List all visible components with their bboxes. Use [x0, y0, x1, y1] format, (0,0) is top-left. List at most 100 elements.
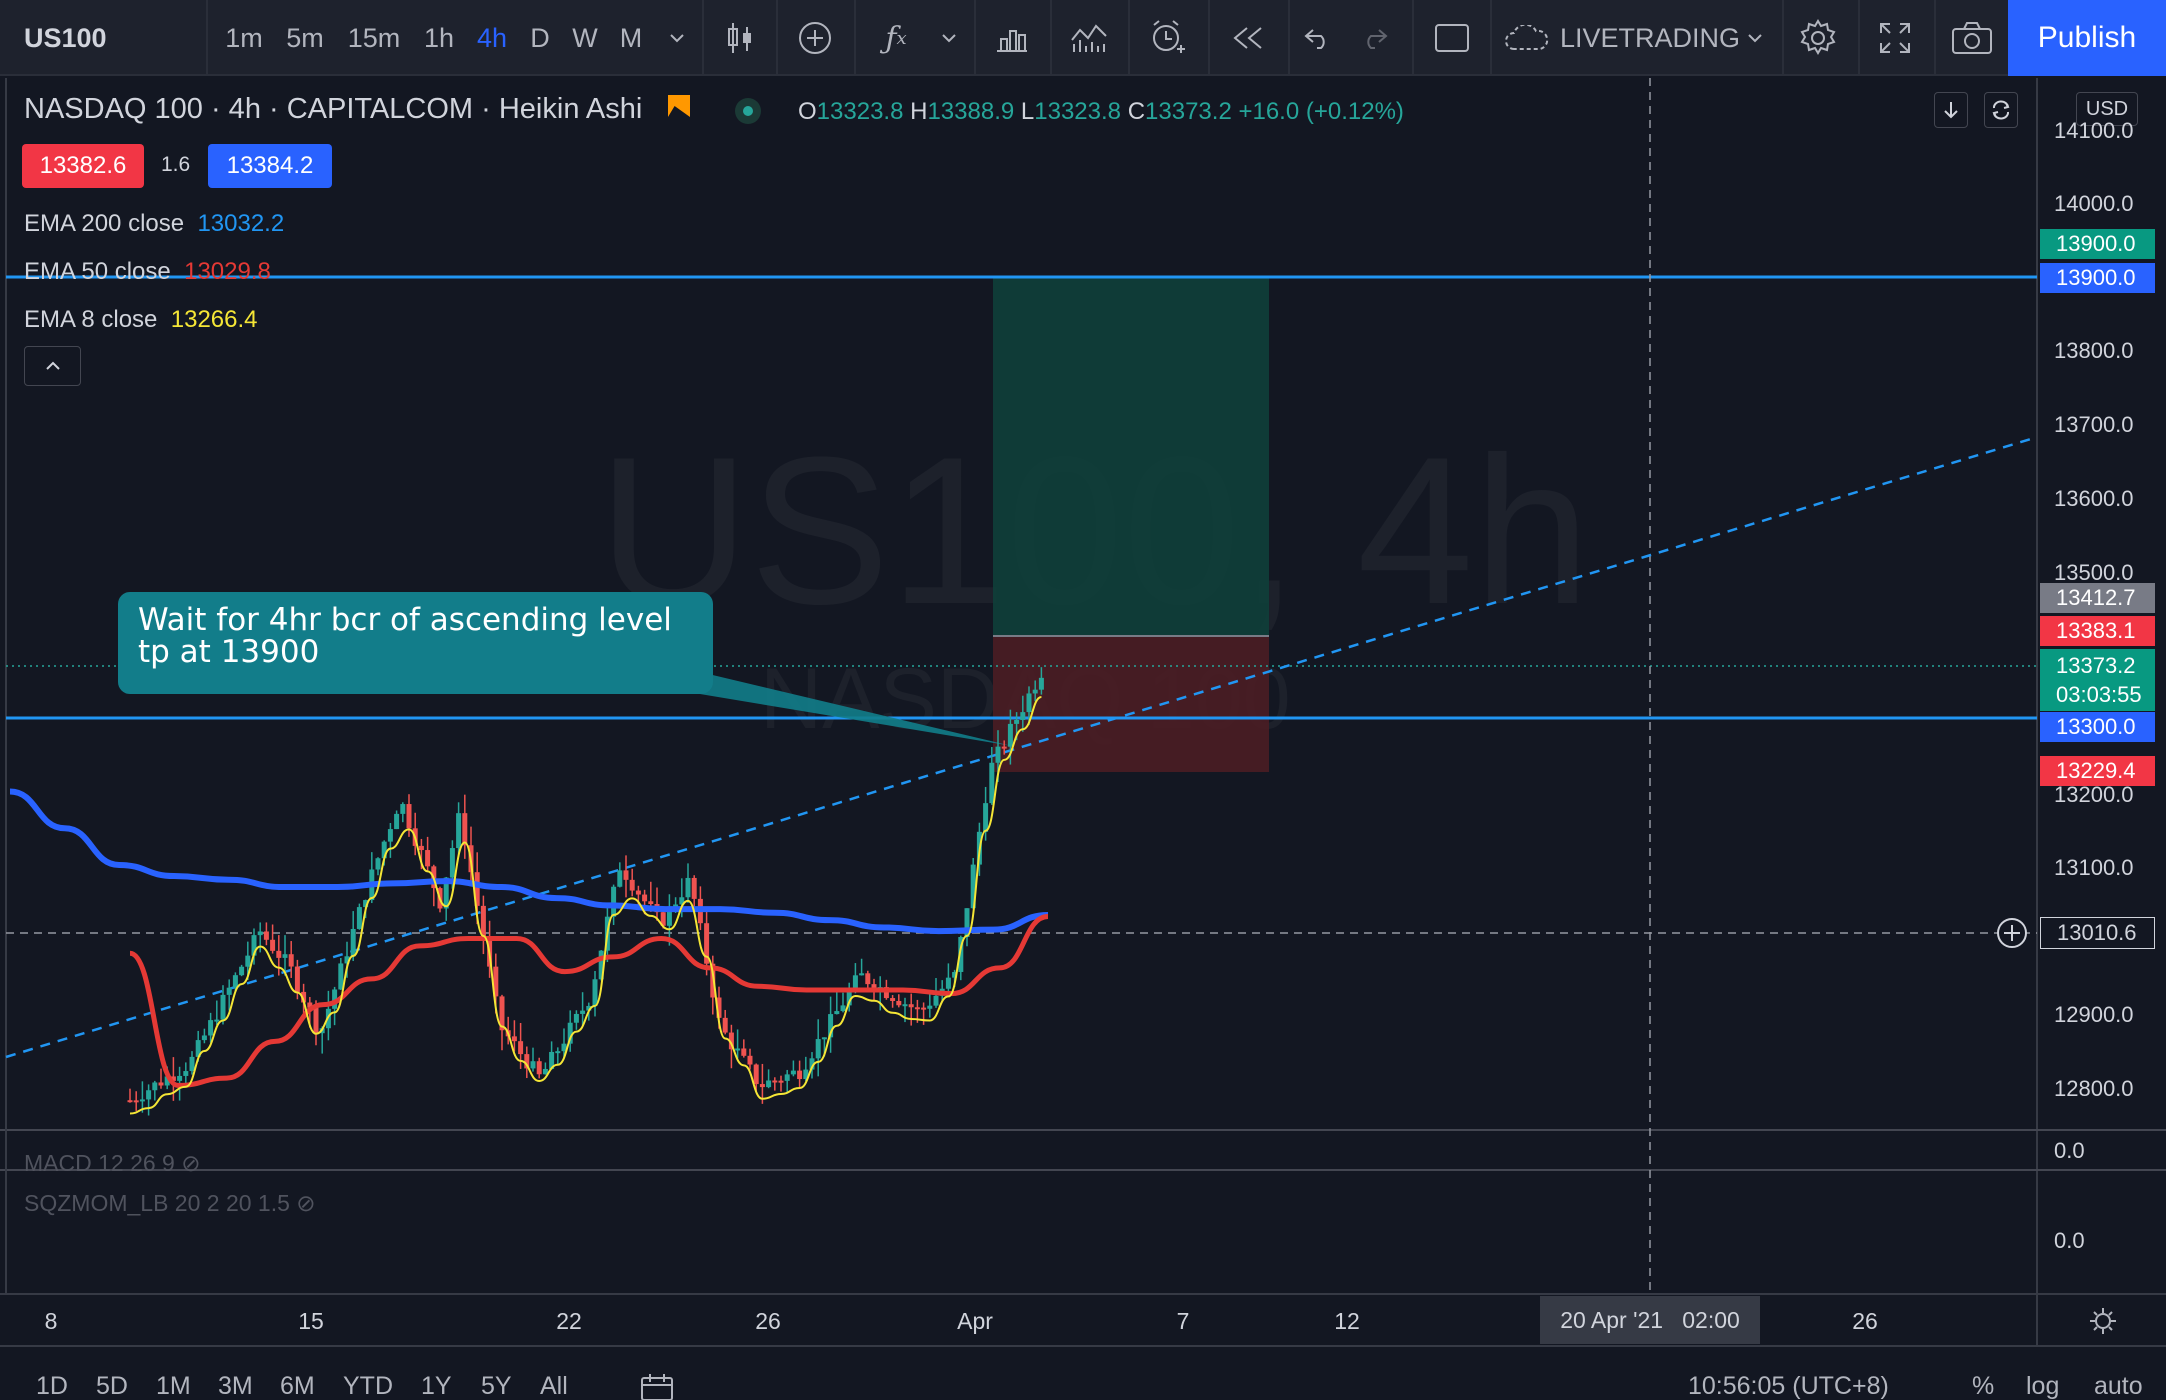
toolbar-divider — [1412, 0, 1414, 76]
position-target-zone[interactable] — [993, 278, 1269, 636]
crosshair-add-icon[interactable] — [1997, 918, 2027, 948]
replay-icon[interactable] — [1222, 0, 1274, 76]
hidden-eye-icon[interactable]: ⊘ — [181, 1150, 201, 1172]
indicator-ema-50[interactable]: EMA 50 close 13029.8 — [24, 258, 271, 285]
candle-body — [350, 928, 356, 957]
pane-sqzmom-label[interactable]: SQZMOM_LB 20 2 20 1.5 ⊘ — [24, 1190, 316, 1216]
add-indicator-icon[interactable] — [790, 0, 840, 76]
currency-label[interactable]: USD — [2076, 92, 2138, 126]
gear-icon[interactable] — [1792, 0, 1844, 76]
timeframe-4h[interactable]: 4h — [476, 22, 508, 53]
toolbar-divider — [702, 0, 704, 76]
compare-icon[interactable] — [1064, 0, 1114, 76]
timeframe-15m[interactable]: 15m — [347, 22, 401, 53]
settings-sun-icon[interactable] — [2088, 1306, 2118, 1336]
range-5y[interactable]: 5Y — [481, 1372, 512, 1400]
candle-body — [307, 1002, 313, 1008]
candle-body — [263, 931, 269, 940]
candle-body — [164, 1076, 170, 1086]
candle-body — [611, 886, 617, 917]
position-stop-zone[interactable] — [993, 636, 1269, 772]
pane-axis-label: 0.0 — [2054, 1228, 2085, 1253]
candle-body — [518, 1041, 524, 1055]
range-ytd[interactable]: YTD — [343, 1372, 393, 1400]
candle-body — [530, 1061, 536, 1069]
sell-price-button[interactable]: 13382.6 — [22, 144, 144, 188]
timeframe-m[interactable]: M — [619, 22, 643, 53]
cloud-icon[interactable] — [1502, 0, 1554, 76]
chevron-down-icon[interactable] — [936, 0, 962, 76]
candle-body — [567, 1022, 573, 1044]
range-5d[interactable]: 5D — [96, 1372, 128, 1400]
ascending-trendline[interactable] — [5, 436, 2035, 1059]
candle-body — [921, 1007, 927, 1010]
candle-body — [840, 1005, 846, 1012]
financials-icon[interactable] — [988, 0, 1036, 76]
camera-icon[interactable] — [1946, 0, 1998, 76]
ema-50-line[interactable] — [129, 913, 1049, 1088]
main-chart[interactable] — [0, 78, 2166, 1400]
layout-icon[interactable] — [1428, 0, 1476, 76]
reset-chart-button[interactable] — [1984, 92, 2018, 128]
scroll-to-latest-button[interactable] — [1934, 92, 1968, 128]
timeframe-w[interactable]: W — [572, 22, 598, 53]
alert-icon[interactable] — [1142, 0, 1194, 76]
redo-icon[interactable] — [1354, 0, 1394, 76]
auto-scale-toggle[interactable]: auto — [2094, 1372, 2143, 1400]
hidden-eye-icon[interactable]: ⊘ — [296, 1190, 316, 1216]
range-1y[interactable]: 1Y — [421, 1372, 452, 1400]
chevron-down-icon[interactable] — [664, 0, 690, 76]
candle-body — [592, 979, 598, 1006]
candle-body — [313, 1007, 319, 1034]
undo-icon[interactable] — [1298, 0, 1338, 76]
candle-body — [952, 971, 958, 978]
range-3m[interactable]: 3M — [218, 1372, 253, 1400]
candle-body — [1001, 746, 1007, 749]
candle-body — [989, 762, 995, 804]
chevron-down-icon[interactable] — [1742, 0, 1768, 76]
ema-200-line[interactable] — [9, 788, 1049, 935]
spread-value: 1.6 — [161, 153, 191, 176]
indicator-ema-8[interactable]: EMA 8 close 13266.4 — [24, 306, 258, 333]
calendar-icon[interactable] — [640, 1372, 674, 1400]
timeframe-5m[interactable]: 5m — [286, 22, 324, 53]
chart-title[interactable]: NASDAQ 100 · 4h · CAPITALCOM · Heikin As… — [24, 93, 643, 125]
candle-body — [797, 1070, 803, 1080]
candle-body — [493, 966, 499, 997]
range-1m[interactable]: 1M — [156, 1372, 191, 1400]
fullscreen-icon[interactable] — [1870, 0, 1920, 76]
clock-display[interactable]: 10:56:05 (UTC+8) — [1688, 1372, 1889, 1400]
candle-body — [332, 989, 338, 1009]
pane-macd-label[interactable]: MACD 12 26 9 ⊘ — [24, 1150, 201, 1172]
ema-8-line[interactable] — [129, 695, 1042, 1115]
toolbar-divider — [1934, 0, 1936, 76]
timeframe-1m[interactable]: 1m — [225, 22, 263, 53]
timeframe-d[interactable]: D — [530, 22, 550, 53]
symbol-search[interactable]: US100 — [24, 22, 107, 53]
log-scale-toggle[interactable]: log — [2026, 1372, 2060, 1400]
publish-button[interactable]: Publish — [2008, 0, 2166, 76]
range-all[interactable]: All — [540, 1372, 568, 1400]
percent-scale-toggle[interactable]: % — [1972, 1372, 1995, 1400]
crosshair-time-label: 20 Apr '21 02:00 — [1540, 1296, 1760, 1344]
collapse-legend-button[interactable] — [24, 346, 81, 386]
buy-price-button[interactable]: 13384.2 — [208, 144, 332, 188]
candle-body — [790, 1070, 796, 1075]
indicator-ema-200[interactable]: EMA 200 close 13032.2 — [24, 210, 285, 237]
candle-body — [778, 1080, 784, 1083]
price-axis-label: 14100.0 — [2054, 118, 2134, 143]
layout-name[interactable]: LIVETRADING — [1560, 22, 1741, 53]
candle-body — [821, 1037, 827, 1040]
range-1d[interactable]: 1D — [36, 1372, 68, 1400]
price-tag-high: 13412.7 — [2040, 583, 2155, 613]
refresh-icon — [1992, 100, 2010, 120]
candles-icon[interactable] — [716, 0, 764, 76]
candle-body — [586, 1005, 592, 1011]
range-6m[interactable]: 6M — [280, 1372, 315, 1400]
text-annotation[interactable]: Wait for 4hr bcr of ascending level tp a… — [118, 592, 713, 694]
toolbar-divider — [974, 0, 976, 76]
price-tag-stop: 13229.4 — [2040, 756, 2155, 786]
candle-body — [914, 1007, 920, 1010]
timeframe-1h[interactable]: 1h — [423, 22, 455, 53]
